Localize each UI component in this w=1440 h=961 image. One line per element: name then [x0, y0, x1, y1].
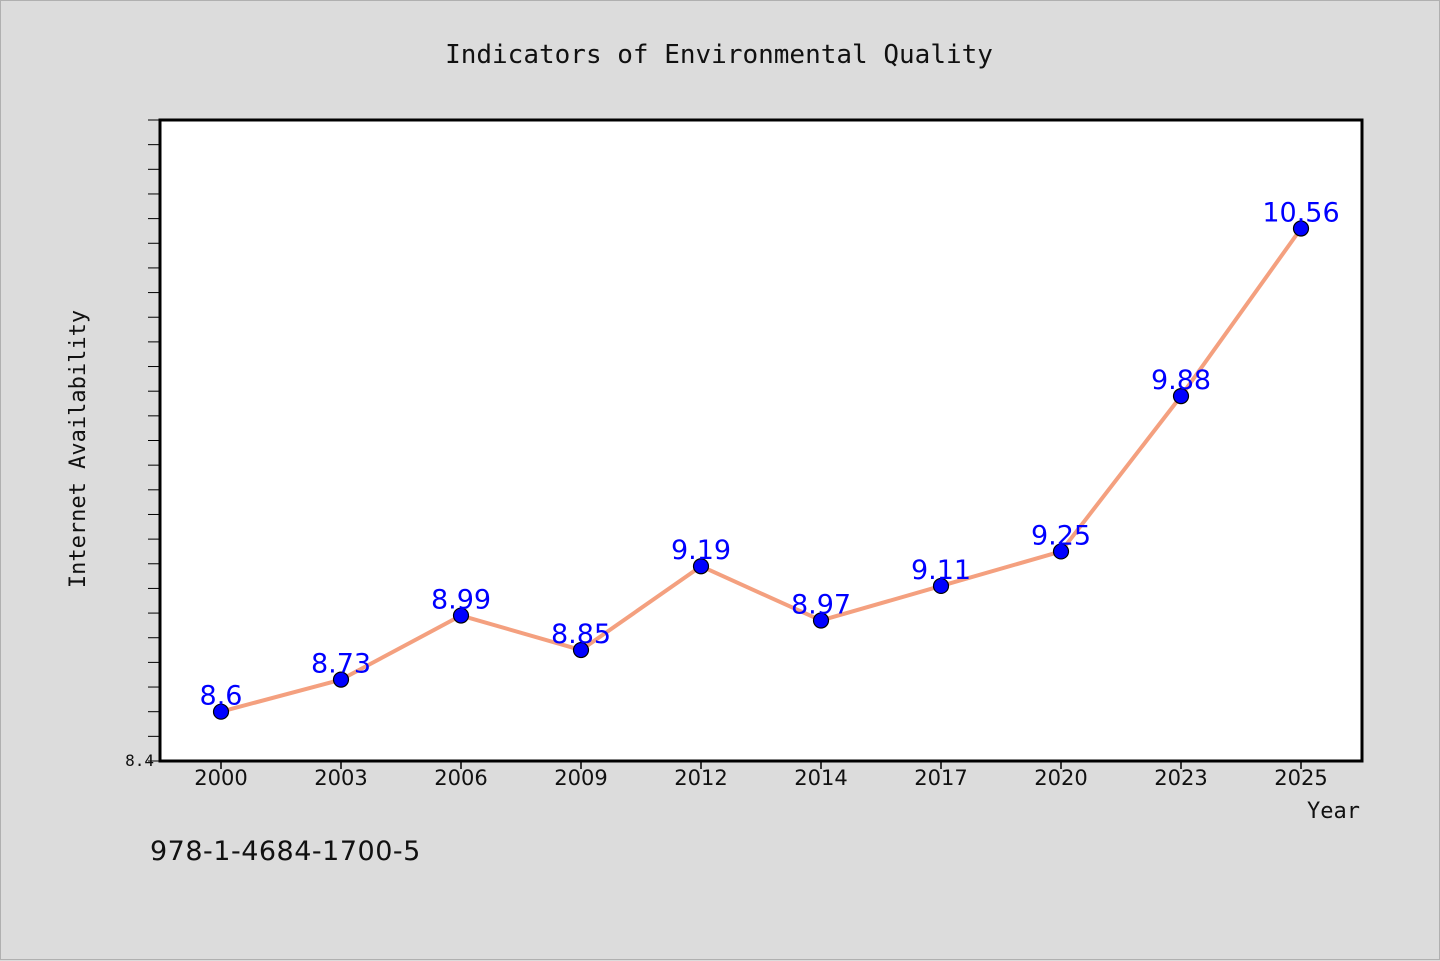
data-label: 8.97: [791, 589, 851, 620]
data-label: 8.6: [200, 681, 243, 712]
data-label: 8.85: [551, 619, 611, 650]
data-point: [1292, 220, 1310, 237]
data-point: [332, 671, 350, 688]
data-label: 10.56: [1262, 197, 1339, 228]
data-point: [692, 558, 710, 575]
series-markers: [212, 220, 1310, 720]
y-axis-label: Internet Availability: [66, 310, 91, 588]
chart-title: Indicators of Environmental Quality: [445, 40, 993, 70]
data-point: [212, 703, 230, 720]
plot-area: [158, 118, 1364, 763]
x-axis-tick-labels: 2000 2003 2006 2009 2012 2014 2017 2020 2023 2025: [194, 766, 1327, 790]
x-tick-label: 2003: [314, 766, 367, 790]
data-label: 8.99: [431, 585, 491, 616]
x-tick-label: 2014: [794, 766, 847, 790]
footer-code: 978-1-4684-1700-5: [150, 836, 421, 867]
x-tick-label: 2009: [554, 766, 607, 790]
x-tick-label: 2025: [1274, 766, 1327, 790]
data-point: [1172, 388, 1190, 405]
data-point: [1052, 543, 1070, 560]
y-axis-tick-labels: 8.4: [125, 751, 154, 770]
x-tick-label: 2023: [1154, 766, 1207, 790]
data-labels: 8.6 8.73 8.99 8.85 9.19 8.97 9.11 9.25 9.88 10.56: [200, 197, 1340, 711]
x-tick-label: 2012: [674, 766, 727, 790]
data-point: [452, 607, 470, 624]
data-point: [932, 577, 950, 595]
data-label: 8.73: [311, 649, 371, 680]
x-axis-ticks: [220, 761, 1302, 769]
series-line: [220, 227, 1303, 714]
data-label: 9.11: [911, 555, 971, 586]
data-label: 9.88: [1151, 365, 1211, 396]
x-tick-label: 2020: [1034, 766, 1087, 790]
y-tick-label: 8.4: [125, 751, 154, 770]
data-point: [572, 641, 590, 659]
x-tick-label: 2006: [434, 766, 487, 790]
x-axis-label: Year: [1307, 799, 1360, 824]
y-axis-ticks: [148, 119, 160, 762]
data-label: 9.25: [1031, 520, 1091, 551]
data-point: [812, 612, 830, 629]
data-label: 9.19: [671, 535, 731, 566]
x-tick-label: 2017: [914, 766, 967, 790]
x-tick-label: 2000: [194, 766, 247, 790]
